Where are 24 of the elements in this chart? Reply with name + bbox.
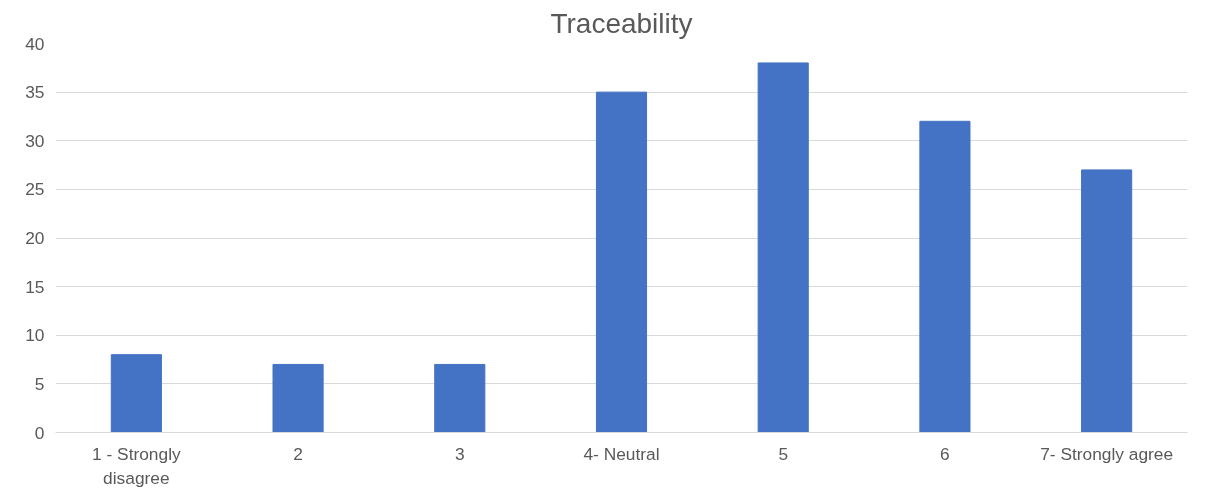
x-tick-label: 6	[940, 443, 950, 464]
y-tick-label: 25	[25, 179, 45, 200]
y-tick-label: 0	[34, 422, 45, 443]
y-tick-label: 30	[25, 130, 45, 151]
bar	[1081, 169, 1133, 433]
y-tick-label: 5	[34, 373, 45, 394]
y-tick-label: 15	[25, 276, 45, 297]
bar	[595, 91, 648, 433]
bar	[919, 120, 971, 433]
y-tick-label: 10	[25, 325, 45, 346]
bar	[434, 363, 486, 433]
x-tick-label: 2	[293, 443, 303, 464]
bar	[757, 62, 809, 433]
x-tick-label: 7- Strongly agree	[1040, 443, 1174, 464]
x-tick-label: 3	[454, 443, 465, 464]
bar	[110, 354, 162, 433]
x-tick-label: 1 - Strongly disagree	[92, 443, 181, 488]
y-tick-label: 35	[25, 82, 45, 103]
y-tick-label: 40	[25, 33, 45, 54]
y-tick-label: 20	[25, 228, 45, 248]
bar	[272, 363, 324, 433]
chart-title: Traceability	[550, 7, 693, 39]
x-tick-label: 4- Neutral	[583, 443, 660, 464]
x-tick-label: 5	[778, 443, 789, 464]
